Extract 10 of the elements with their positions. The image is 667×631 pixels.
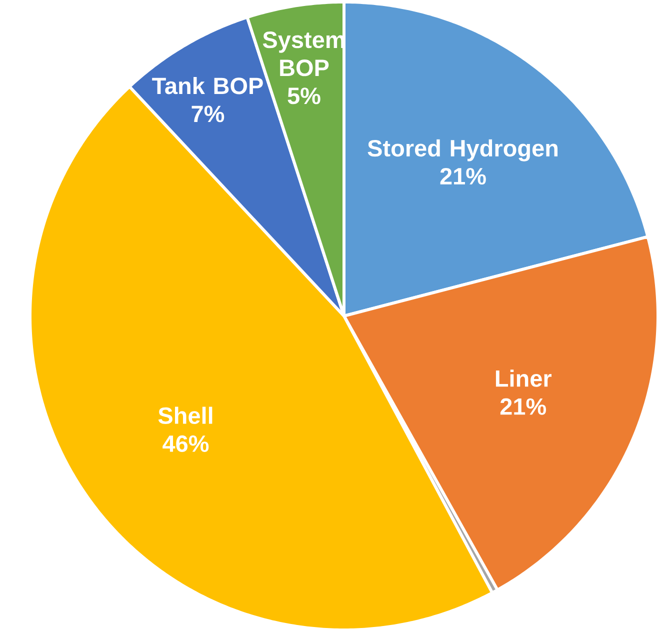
data-label: 21% bbox=[500, 398, 546, 415]
slice-label: Stored Hydrogen bbox=[368, 139, 558, 162]
data-label: 5% bbox=[288, 88, 320, 104]
data-label: 7% bbox=[192, 106, 224, 122]
slice-label: System BOP bbox=[262, 32, 344, 76]
data-label: 21% bbox=[440, 168, 486, 185]
slice-label: Tank BOP bbox=[152, 76, 263, 94]
slice-label: Liner bbox=[496, 370, 552, 387]
data-label: 46% bbox=[162, 435, 209, 452]
slice-label: Shell bbox=[158, 406, 212, 424]
